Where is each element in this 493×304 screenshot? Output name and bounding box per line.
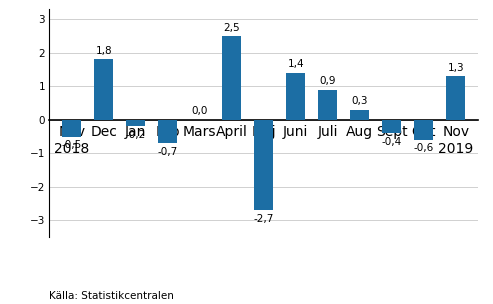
Text: -2,7: -2,7 [253, 214, 274, 224]
Text: -0,4: -0,4 [382, 136, 402, 147]
Text: 1,4: 1,4 [287, 60, 304, 70]
Text: -0,6: -0,6 [414, 143, 434, 153]
Bar [158, 120, 177, 143]
Bar [446, 76, 465, 120]
Text: 1,3: 1,3 [448, 63, 464, 73]
Bar [350, 110, 369, 120]
Text: -0,2: -0,2 [126, 130, 146, 140]
Text: -0,5: -0,5 [62, 140, 82, 150]
Text: Källa: Statistikcentralen: Källa: Statistikcentralen [49, 291, 174, 301]
Bar [94, 59, 113, 120]
Bar [62, 120, 81, 136]
Bar [254, 120, 273, 210]
Text: -0,7: -0,7 [158, 147, 178, 157]
Bar [126, 120, 145, 126]
Bar [318, 90, 337, 120]
Bar [382, 120, 401, 133]
Bar [414, 120, 433, 140]
Text: 0,0: 0,0 [192, 106, 208, 116]
Bar [222, 36, 242, 120]
Text: 2,5: 2,5 [223, 22, 240, 33]
Text: 1,8: 1,8 [96, 46, 112, 56]
Text: 0,3: 0,3 [352, 96, 368, 106]
Bar [286, 73, 305, 120]
Text: 0,9: 0,9 [319, 76, 336, 86]
